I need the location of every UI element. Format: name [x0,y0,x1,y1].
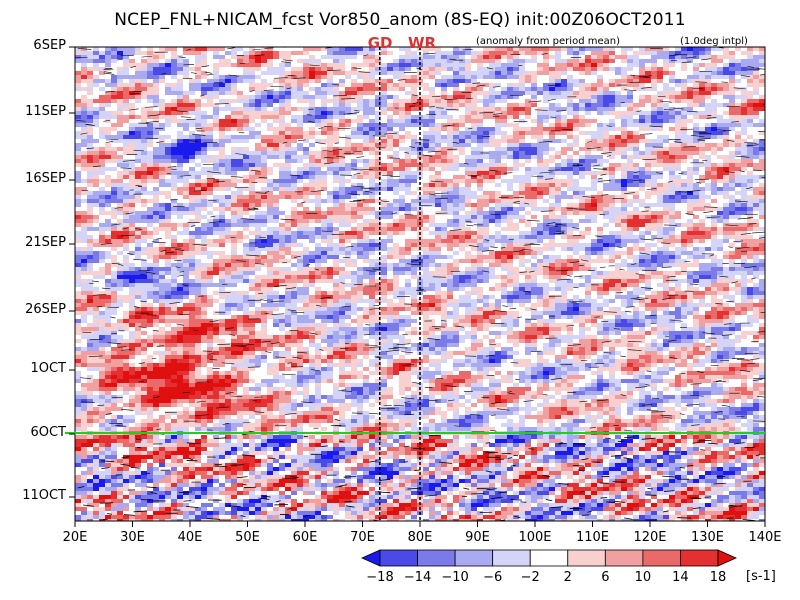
colorbar-box [680,549,719,567]
x-tick-label: 40E [177,530,203,545]
colorbar-box [529,549,569,567]
y-tick-label: 6OCT [30,425,66,440]
colorbar-tick-label: −14 [403,570,432,585]
colorbar [361,549,737,567]
marker-label-gd: GD [367,34,393,52]
colorbar-box [642,549,681,567]
x-tick-label: 110E [575,530,610,545]
y-tick-label: 6SEP [33,38,66,53]
x-tick-label: 50E [235,530,260,545]
x-tick-label: 30E [120,530,145,545]
heatmap-field [75,47,765,521]
chart-subtitle-right: (1.0deg intpl) [680,36,748,47]
colorbar-tick-label: −6 [483,570,503,585]
y-tick-label: 11SEP [25,104,66,119]
x-tick-label: 140E [748,530,782,545]
colorbar-box [567,549,606,567]
colorbar-unit: [s-1] [746,569,776,584]
colorbar-box [454,549,494,567]
colorbar-arrow-low [361,549,381,567]
colorbar-tick-label: 6 [601,570,610,585]
colorbar-tick-label: −18 [366,570,394,585]
colorbar-tick-label: 18 [709,570,727,585]
y-tick-label: 11OCT [22,488,66,503]
y-tick-label: 1OCT [30,361,66,376]
x-tick-label: 80E [407,530,433,545]
colorbar-box [417,549,456,567]
y-tick-label: 26SEP [25,302,66,317]
colorbar-box [379,549,418,567]
x-tick-label: 90E [465,530,490,545]
y-tick-label: 16SEP [25,171,66,186]
chart-subtitle-left: (anomaly from period mean) [476,36,620,47]
x-tick-label: 120E [633,530,667,545]
colorbar-tick-label: 2 [563,570,572,585]
colorbar-arrow-high [717,549,737,567]
x-tick-label: 60E [292,530,318,545]
x-tick-label: 130E [690,530,725,545]
y-tick-label: 21SEP [25,235,66,250]
x-tick-label: 100E [518,530,552,545]
colorbar-tick-label: −10 [441,570,469,585]
colorbar-tick-label: 14 [672,570,689,585]
colorbar-tick-label: −2 [520,570,540,585]
colorbar-tick-label: 10 [634,570,652,585]
x-tick-label: 20E [62,530,88,545]
colorbar-box [492,549,531,567]
marker-label-wr: WR [408,34,437,52]
chart-title: NCEP_FNL+NICAM_fcst Vor850_anom (8S-EQ) … [114,10,686,30]
x-tick-label: 70E [350,530,375,545]
colorbar-box [604,549,644,567]
